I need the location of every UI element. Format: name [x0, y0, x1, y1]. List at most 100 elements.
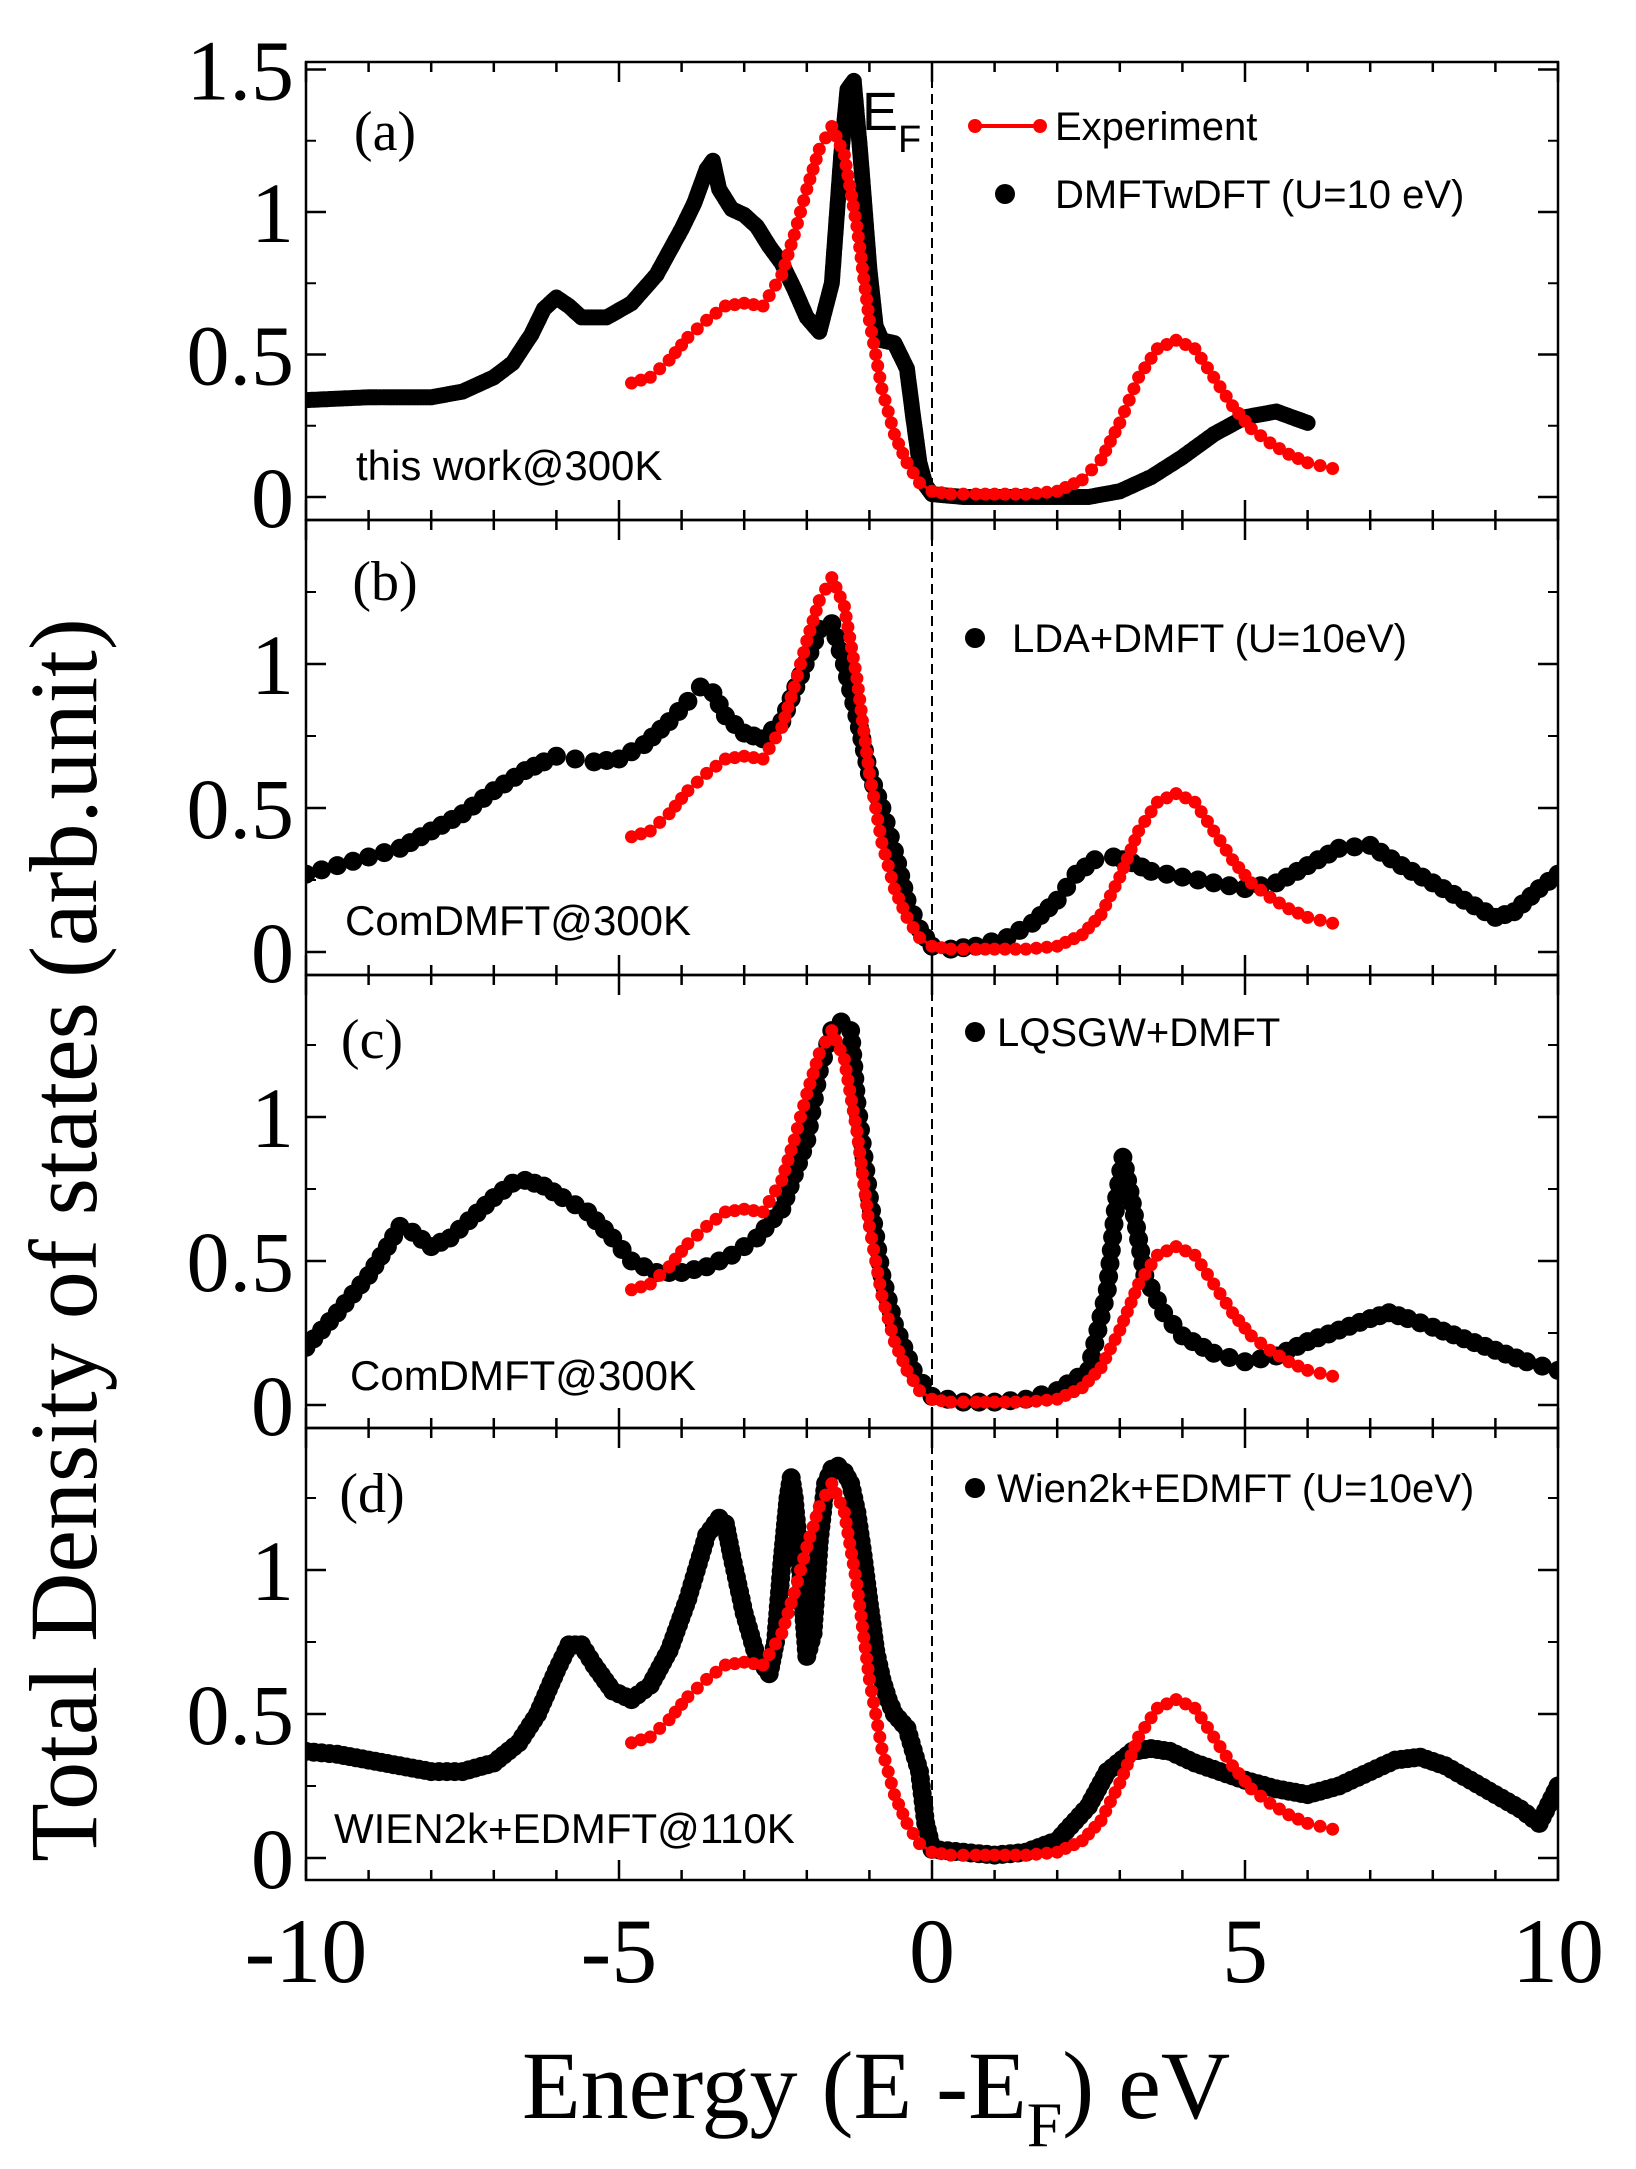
experiment-point — [944, 1848, 958, 1862]
experiment-point — [784, 238, 798, 252]
experiment-point — [862, 1672, 876, 1686]
panel-d: 0 0.5 1 (d) WIEN2k+EDMFT@110K Wien2k+EDMFT (U… — [187, 1426, 1560, 1907]
experiment-point — [794, 1563, 807, 1577]
experiment-point — [1272, 442, 1286, 456]
x-tick-label: 0 — [909, 1900, 955, 2002]
legend-theory-label: DMFTwDFT (U=10 eV) — [1055, 173, 1464, 217]
legend-theory-label: LQSGW+DMFT — [997, 1011, 1280, 1055]
experiment-point — [1009, 1395, 1022, 1409]
y-tick-label: 0 — [251, 905, 294, 1001]
experiment-point — [873, 1277, 887, 1291]
experiment-point — [1254, 429, 1268, 443]
experiment-point — [709, 1665, 723, 1679]
experiment-point — [998, 942, 1012, 956]
experiment-point — [756, 1205, 770, 1219]
experiment-point — [900, 1816, 914, 1830]
experiment-point — [800, 1087, 814, 1101]
experiment-point — [881, 1765, 895, 1779]
experiment-point — [1200, 1720, 1214, 1734]
experiment-point — [913, 476, 926, 490]
panel-data — [306, 72, 1340, 505]
panel-annotation: this work@300K — [356, 442, 662, 489]
experiment-point — [690, 1681, 704, 1695]
experiment-point — [775, 1626, 789, 1640]
y-tick-label: 0.5 — [187, 308, 295, 404]
experiment-point — [784, 1143, 798, 1157]
experiment-point — [855, 1620, 869, 1634]
experiment-point — [854, 1609, 868, 1623]
experiment-point — [861, 1209, 875, 1223]
experiment-point — [871, 1719, 885, 1732]
theory-point — [1085, 850, 1105, 870]
experiment-point — [906, 1827, 920, 1840]
experiment-point — [778, 710, 792, 724]
experiment-point — [944, 1395, 958, 1409]
experiment-point — [794, 205, 807, 219]
experiment-point — [843, 630, 857, 644]
y-tick-label: 0 — [251, 1358, 294, 1454]
experiment-point — [913, 931, 926, 945]
experiment-point — [690, 322, 704, 336]
theory-point — [312, 860, 332, 880]
experiment-point — [1009, 487, 1022, 501]
experiment-point — [1188, 1248, 1202, 1262]
experiment-point — [809, 1510, 823, 1524]
experiment-point — [1122, 393, 1136, 407]
panel-a: 0 0.5 1 1.5 (a) this work@300K Experiment DMFTw… — [187, 23, 1560, 546]
experiment-point — [1219, 1296, 1233, 1310]
experiment-point — [809, 152, 823, 166]
experiment-point — [762, 1195, 776, 1208]
experiment-point — [806, 614, 820, 628]
experiment-point — [860, 745, 874, 759]
experiment-point — [1194, 805, 1208, 819]
experiment-point — [781, 700, 795, 714]
theory-point — [359, 847, 379, 867]
experiment-point — [797, 646, 811, 659]
experiment-point — [1200, 361, 1214, 375]
experiment-point — [837, 599, 851, 613]
experiment-point — [956, 1395, 970, 1409]
panel-label: (c) — [341, 1009, 403, 1071]
theory-point — [1204, 873, 1224, 893]
experiment-point — [794, 1110, 807, 1124]
experiment-point — [867, 336, 881, 350]
experiment-point — [781, 1153, 795, 1167]
experiment-point — [956, 1848, 970, 1862]
experiment-point — [900, 910, 914, 924]
experiment-point — [778, 1616, 792, 1630]
x-tick-label: 10 — [1512, 1900, 1604, 2002]
experiment-point — [709, 1212, 723, 1226]
experiment-point — [1029, 486, 1043, 500]
theory-point — [1548, 1776, 1558, 1796]
y-tick-label: 0.5 — [187, 1214, 295, 1310]
experiment-point — [1263, 436, 1277, 450]
experiment-point — [1219, 843, 1233, 857]
fermi-level-label: EF — [862, 82, 921, 161]
experiment-point — [700, 313, 714, 327]
x-tick-label: 5 — [1222, 1900, 1268, 2002]
experiment-point — [881, 405, 895, 418]
experiment-point — [1188, 1701, 1202, 1715]
experiment-point — [978, 1395, 992, 1409]
experiment-point — [857, 1177, 871, 1191]
experiment-point — [865, 1684, 878, 1698]
experiment-point — [857, 724, 871, 738]
experiment-point — [787, 680, 801, 694]
experiment-point — [1029, 1394, 1043, 1408]
experiment-point — [709, 759, 723, 773]
x-axis-label-subscript: F — [1027, 2089, 1063, 2160]
experiment-point — [803, 624, 817, 638]
experiment-point — [843, 1083, 857, 1097]
x-axis-label: Energy (E -EF) eV — [522, 2032, 1230, 2160]
theory-point — [1172, 867, 1192, 887]
y-tick-label: 0.5 — [187, 761, 295, 857]
experiment-point — [812, 594, 826, 608]
experiment-point — [869, 801, 883, 815]
experiment-point — [865, 778, 878, 792]
theory-point — [1532, 1356, 1552, 1376]
experiment-point — [846, 1557, 860, 1571]
experiment-point — [787, 1133, 801, 1147]
experiment-point — [851, 1588, 865, 1602]
panel-annotation: ComDMFT@300K — [350, 1352, 696, 1399]
experiment-point — [860, 1651, 874, 1665]
